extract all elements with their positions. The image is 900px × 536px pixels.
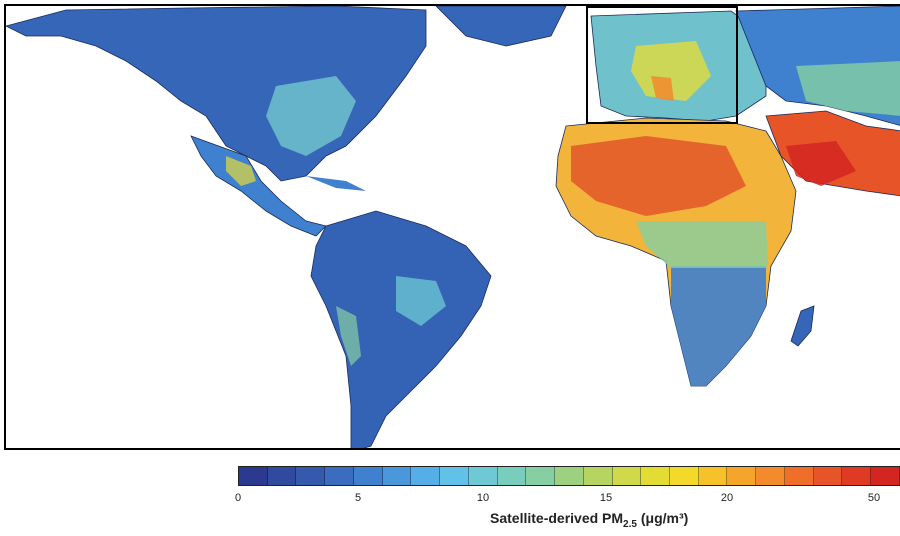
legend-tick-20: 20: [720, 492, 734, 504]
legend-swatch: [325, 467, 354, 485]
italy-hotspot: [651, 76, 674, 101]
world-pm25-map: [6, 6, 900, 448]
legend-swatch: [411, 467, 441, 485]
legend-swatch: [698, 467, 728, 485]
legend-swatch: [670, 467, 699, 485]
legend-title-subscript: 2.5: [623, 518, 637, 530]
south-america: [310, 210, 492, 448]
legend-tick-10: 10: [476, 492, 490, 504]
legend-swatch: [382, 467, 412, 485]
arabia-hotspot: [786, 141, 856, 186]
legend-tick-0: 0: [234, 492, 242, 504]
legend-swatch: [784, 467, 814, 485]
central-america: [190, 135, 327, 237]
legend-swatch: [641, 467, 671, 485]
andes-region: [336, 306, 361, 366]
legend-swatch: [871, 467, 900, 485]
legend-swatch: [526, 467, 556, 485]
legend-swatch: [296, 467, 326, 485]
eastern-us-region: [266, 76, 356, 156]
legend-swatch: [267, 467, 297, 485]
legend-tick-50: 50: [867, 492, 881, 504]
europe-inset-box: [586, 6, 738, 124]
legend-swatch: [727, 467, 757, 485]
caribbean-islands: [306, 176, 366, 191]
greenland: [435, 6, 567, 47]
legend-title: Satellite-derived PM2.5 (μg/m³): [490, 510, 688, 530]
legend-title-unit: (μg/m³): [640, 510, 689, 526]
legend-tick-15: 15: [599, 492, 613, 504]
legend-tick-5: 5: [354, 492, 362, 504]
legend-swatch: [440, 467, 469, 485]
legend-swatch: [468, 467, 498, 485]
madagascar: [790, 305, 815, 347]
legend-swatch: [555, 467, 584, 485]
legend-swatch: [612, 467, 642, 485]
central-asia-region: [796, 61, 900, 116]
legend-swatch: [239, 467, 268, 485]
legend-swatch: [583, 467, 613, 485]
southern-africa: [671, 266, 766, 386]
legend-swatch: [353, 467, 383, 485]
brazil-central-region: [396, 276, 446, 326]
legend-swatch: [813, 467, 843, 485]
mexico-hotspot: [226, 156, 256, 186]
legend-swatch: [497, 467, 527, 485]
legend-swatch: [842, 467, 872, 485]
legend-title-main: Satellite-derived PM: [490, 510, 624, 526]
color-legend: 0 5 10 15 20 50 Satellite-derived PM2.5 …: [0, 458, 900, 536]
central-africa-band: [636, 221, 768, 268]
map-panel: [4, 4, 900, 450]
central-europe-hotspot: [631, 41, 711, 101]
legend-swatch: [756, 467, 785, 485]
sahara-hotspot: [571, 136, 746, 216]
legend-color-bar: [238, 466, 900, 486]
